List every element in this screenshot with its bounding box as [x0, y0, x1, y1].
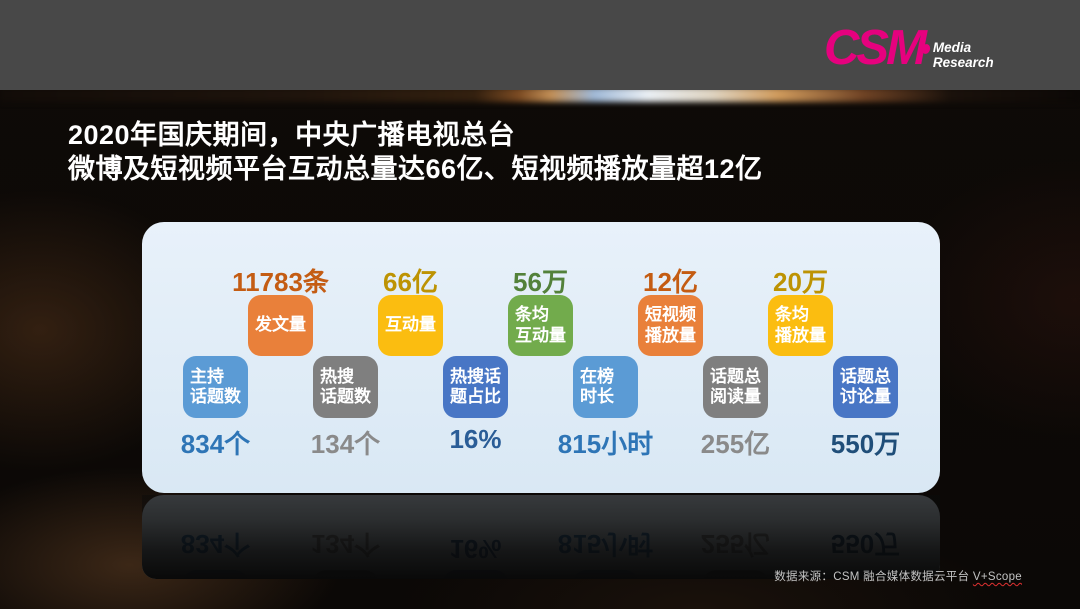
slide-title-line2: 微博及短视频平台互动总量达66亿、短视频播放量超12亿: [68, 154, 763, 184]
stat-avg-plays: 条均 播放量 20万: [768, 265, 833, 450]
stat-value: 834个: [180, 429, 251, 459]
stat-box-label: 热搜 话题数: [313, 356, 378, 418]
top-bar: [0, 0, 1080, 90]
stat-interactions: 互动量 66亿: [378, 265, 443, 450]
stats-panel: 主持 话题数 834个 发文量 11783条 热搜 话题数 134个 互动量 6…: [142, 222, 940, 493]
stat-value: 550万: [830, 429, 901, 459]
stat-box-label: 发文量: [248, 295, 313, 356]
stat-value: 20万: [773, 267, 828, 297]
stat-posts: 发文量 11783条: [232, 265, 329, 450]
stat-hosted-topics: 主持 话题数 834个: [181, 265, 250, 459]
csm-logo: CSM Media Research: [824, 21, 994, 75]
stat-value: 815小时: [557, 429, 654, 459]
stat-topic-discussions: 话题总 讨论量 550万: [831, 265, 900, 459]
stat-video-plays: 短视频 播放量 12亿: [638, 265, 703, 450]
stat-box-label: 热搜话 题占比: [443, 356, 508, 418]
data-source: 数据来源：CSM 融合媒体数据云平台 V+Scope: [774, 568, 1022, 584]
stat-box-label: 话题总 阅读量: [703, 356, 768, 418]
stat-hot-search-share: 热搜话 题占比 16%: [443, 265, 508, 454]
stat-value: 66亿: [383, 267, 438, 297]
stat-box-label: 话题总 讨论量: [833, 356, 898, 418]
stat-box-label: 条均 互动量: [508, 295, 573, 356]
stats-row: 主持 话题数 834个 发文量 11783条 热搜 话题数 134个 互动量 6…: [181, 265, 900, 459]
panel-reflection: 主持 话题数 834个 发文量 11783条 热搜 话题数 134个 互动量 6…: [142, 495, 940, 579]
csm-logo-dot-icon: [920, 43, 933, 72]
stat-topic-reads: 话题总 阅读量 255亿: [701, 265, 770, 459]
stat-box-label: 在榜 时长: [573, 356, 638, 418]
stat-box-label: 条均 播放量: [768, 295, 833, 356]
stat-value: 11783条: [232, 267, 329, 297]
csm-logo-text: CSM: [824, 21, 927, 75]
stat-value: 12亿: [643, 267, 698, 297]
background-photo-strip: [0, 87, 1080, 102]
stat-box-label: 互动量: [378, 295, 443, 356]
stat-box-label: 主持 话题数: [183, 356, 248, 418]
panel-reflection-fade: [142, 495, 940, 579]
slide-title: 2020年国庆期间，中央广播电视总台 微博及短视频平台互动总量达66亿、短视频播…: [68, 118, 763, 186]
stat-time-on-list: 在榜 时长 815小时: [558, 265, 653, 459]
stat-avg-interactions: 条均 互动量 56万: [508, 265, 573, 450]
stat-hot-search-topics: 热搜 话题数 134个: [311, 265, 380, 459]
data-source-link[interactable]: V+Scope: [972, 571, 1022, 583]
stat-value: 255亿: [700, 429, 771, 459]
csm-logo-subtext: Media Research: [933, 40, 994, 72]
csm-logo-media: Media: [932, 39, 972, 55]
stat-box-label: 短视频 播放量: [638, 295, 703, 356]
stat-value: 16%: [449, 424, 502, 454]
stat-value: 56万: [513, 267, 568, 297]
data-source-text: 数据来源：CSM 融合媒体数据云平台: [774, 571, 970, 583]
slide-title-line1: 2020年国庆期间，中央广播电视总台: [68, 120, 516, 150]
csm-logo-research: Research: [932, 54, 994, 70]
stat-value: 134个: [310, 429, 381, 459]
